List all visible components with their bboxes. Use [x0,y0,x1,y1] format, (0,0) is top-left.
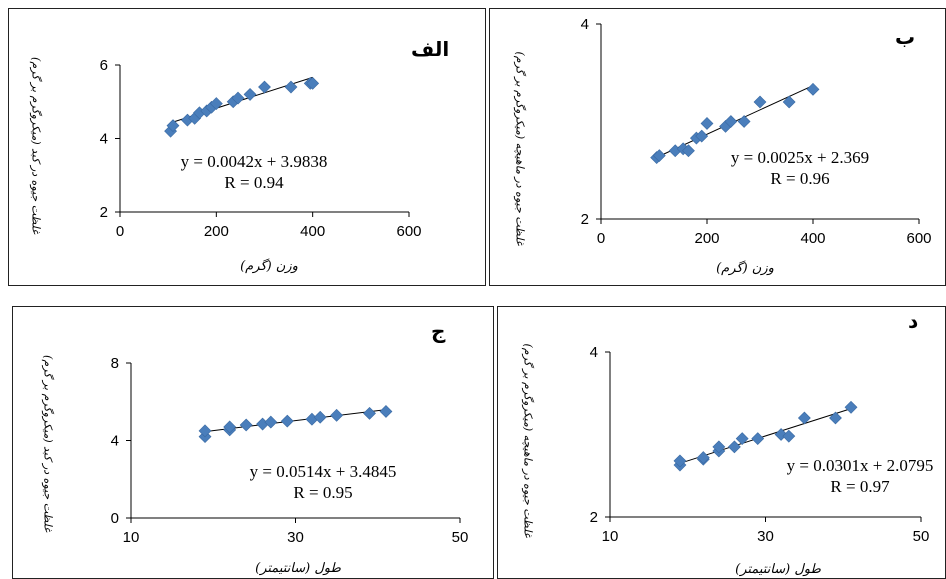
panel-label-be: ب [895,25,916,49]
y-axis-label-jim: غلظت جیوه در کبد (میکروگرم بر گرم) [41,355,55,532]
data-point-be [682,144,695,158]
data-point-dal [797,411,811,425]
data-point-dal [829,411,842,425]
equation-text-jim: y = 0.0514x + 3.4845 [249,462,397,481]
y-tick-label-alef: 4 [100,131,108,148]
data-point-jim [264,415,278,429]
data-point-jim [363,406,376,420]
data-point-jim [280,414,294,428]
x-tick-label-be: 200 [694,230,719,247]
x-axis-label-be: وزن (گرم) [716,261,774,276]
data-point-alef [243,87,257,101]
equation-text-be: y = 0.0025x + 2.369 [730,148,870,167]
equation-text-dal: y = 0.0301x + 2.0795 [786,456,934,475]
chart-panel-dal: 10 30 50 2 4 د y = 0.0301x + 2.0795 R = 0.97… [497,306,946,579]
data-point-be [695,129,709,143]
data-point-be [782,95,796,109]
x-tick-label-dal: 30 [757,528,774,545]
data-point-alef [258,80,271,94]
data-point-dal [673,454,687,468]
r-value-dal: R = 0.97 [830,477,890,496]
panel-label-alef: الف [411,37,450,61]
r-value-alef: R = 0.94 [224,173,284,192]
data-point-dal [696,451,710,465]
equation-dal: y = 0.0301x + 2.0795 R = 0.97 [760,455,945,497]
data-point-alef [166,119,180,133]
data-point-alef [306,76,320,90]
y-tick-label-be: 4 [581,16,589,33]
x-tick-label-alef: 400 [300,223,325,240]
data-point-dal [751,432,765,446]
equation-alef: y = 0.0042x + 3.9838 R = 0.94 [159,151,349,193]
y-axis-label-be: غلظت جیوه در ماهیچه (میکروگرم بر گرم) [513,51,527,246]
panel-label-jim: ج [431,319,446,343]
chart-panel-jim: 10 30 50 0 4 8 ج y = 0.0514x + 3.4845 R = 0.9… [12,306,494,579]
r-value-be: R = 0.96 [770,169,830,188]
trendline-jim [204,409,387,433]
chart-svg-jim: 10 30 50 0 4 8 [111,355,469,546]
data-point-dal [782,429,796,443]
data-point-dal [712,440,726,454]
x-tick-label-be: 400 [800,230,825,247]
r-value-jim: R = 0.95 [293,483,353,502]
data-point-be [724,115,738,128]
y-tick-label-be: 2 [581,211,589,228]
y-axis-label-dal: غلظت جیوه در ماهیچه (میکروگرم بر گرم) [521,343,535,538]
x-tick-label-dal: 50 [913,528,930,545]
x-tick-label-alef: 0 [116,223,124,240]
x-tick-label-be: 600 [906,230,931,247]
x-axis-label-dal: طول (سانتیمتر) [735,562,821,577]
chart-svg-alef: 0 200 400 600 2 4 6 [100,57,422,240]
data-point-alef [209,97,223,111]
x-tick-label-alef: 600 [396,223,421,240]
equation-be: y = 0.0025x + 2.369 R = 0.96 [710,147,890,189]
trendline-dal [679,408,852,464]
x-tick-label-jim: 50 [452,529,469,546]
y-tick-label-jim: 8 [111,355,119,372]
x-tick-label-dal: 10 [602,528,619,545]
chart-svg-be: 0 200 400 600 2 4 [581,16,932,247]
chart-panel-alef: 0 200 400 600 2 4 6 الف y = 0.0042x + 3.9838 R… [8,8,486,286]
data-point-alef [284,80,298,94]
y-tick-label-dal: 4 [590,344,598,361]
x-tick-label-jim: 30 [287,529,304,546]
chart-panel-be: 0 200 400 600 2 4 ب y = 0.0025x + 2.369 R = 0… [489,8,946,286]
x-tick-label-alef: 200 [204,223,229,240]
data-point-jim [330,408,344,422]
y-tick-label-jim: 0 [111,510,119,527]
y-tick-label-alef: 6 [100,57,108,74]
data-point-dal [844,400,858,414]
equation-jim: y = 0.0514x + 3.4845 R = 0.95 [223,461,423,503]
y-axis-label-alef: غلظت جیوه در کبد (میکروگرم بر گرم) [29,57,43,234]
data-point-jim [223,420,237,434]
x-axis-label-jim: طول (سانتیمتر) [255,561,341,576]
data-point-jim [198,424,212,438]
data-point-be [737,115,751,128]
chart-svg-dal: 10 30 50 2 4 [590,344,930,545]
y-tick-label-jim: 4 [111,433,119,450]
x-axis-label-alef: وزن (گرم) [240,259,298,274]
data-point-be [753,95,767,109]
data-point-dal [727,440,741,454]
x-tick-label-jim: 10 [123,529,140,546]
data-point-be [652,149,666,163]
panel-label-dal: د [908,309,919,333]
data-point-be [700,117,714,130]
equation-text-alef: y = 0.0042x + 3.9838 [180,152,328,171]
data-point-dal [735,432,749,446]
y-tick-label-alef: 2 [100,204,108,221]
data-point-jim [379,405,393,418]
data-point-be [806,82,820,96]
y-tick-label-dal: 2 [590,509,598,526]
x-tick-label-be: 0 [597,230,605,247]
data-point-jim [239,418,253,432]
data-point-jim [313,410,327,424]
data-point-alef [231,91,245,105]
